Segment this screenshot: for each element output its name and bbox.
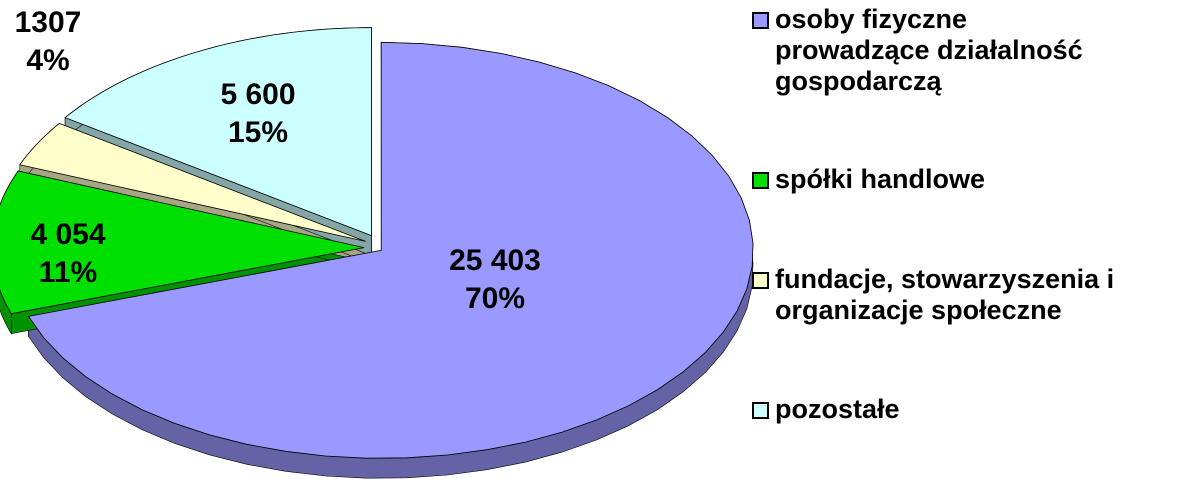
percent-label: 4% (26, 44, 69, 77)
legend-swatch (752, 402, 769, 419)
value-label: 1307 (15, 6, 82, 39)
legend-label: spółki handlowe (775, 164, 986, 194)
legend-item: fundacje, stowarzyszenia i organizacje s… (752, 264, 1172, 326)
legend-swatch (752, 12, 769, 29)
pie-tops (0, 27, 754, 459)
value-label: 4 054 (30, 218, 105, 251)
slice (19, 122, 366, 242)
slice (27, 41, 754, 459)
percent-label: 11% (39, 256, 97, 289)
percent-label: 15% (228, 116, 288, 149)
legend-label: fundacje, stowarzyszenia i organizacje s… (775, 264, 1115, 325)
legend-swatch (752, 272, 769, 289)
slice (0, 170, 365, 315)
legend-item: osoby fizyczne prowadzące działalność go… (752, 4, 1172, 97)
legend-swatch (752, 172, 769, 189)
value-label: 25 403 (449, 244, 541, 277)
legend-label: osoby fizyczne prowadzące działalność go… (775, 4, 1083, 96)
legend-item: pozostałe (752, 394, 1172, 425)
slice (64, 27, 372, 237)
value-label: 5 600 (220, 78, 295, 111)
legend-label: pozostałe (775, 394, 900, 424)
legend-item: spółki handlowe (752, 164, 1172, 195)
percent-label: 70% (465, 282, 525, 315)
